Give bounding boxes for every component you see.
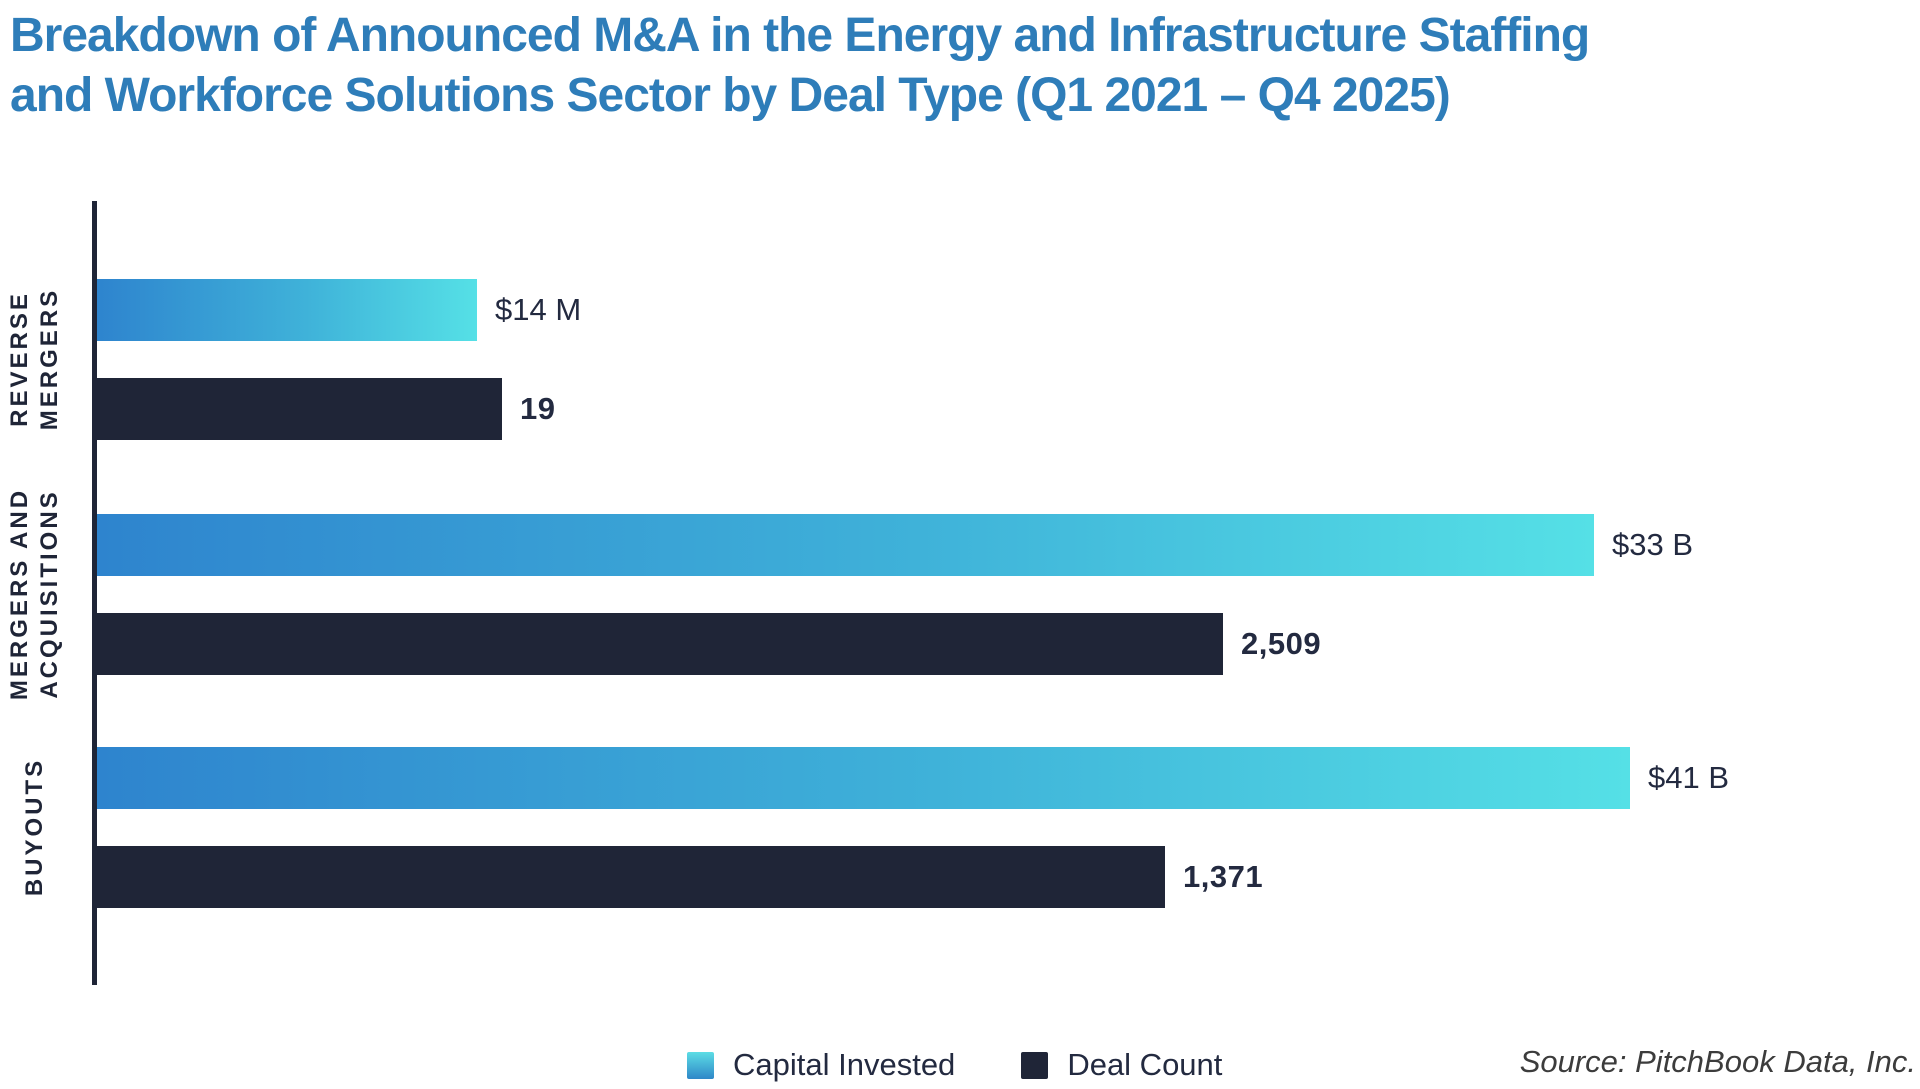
bar-row-reverse-mergers-capital: $14 M bbox=[97, 279, 581, 341]
legend-label-capital-invested: Capital Invested bbox=[733, 1047, 956, 1082]
bar-row-mergers-and-acquisitions-count: 2,509 bbox=[97, 613, 1321, 675]
capital-invested-bar-buyouts bbox=[97, 747, 1630, 809]
capital-value-label-reverse-mergers: $14 M bbox=[495, 292, 582, 327]
deal-count-bar-mergers-and-acquisitions bbox=[97, 613, 1223, 675]
chart-title: Breakdown of Announced M&A in the Energy… bbox=[10, 6, 1890, 126]
legend-item-capital-invested: Capital Invested bbox=[687, 1047, 955, 1083]
bar-row-buyouts-count: 1,371 bbox=[97, 846, 1263, 908]
category-label-buyouts: BUYOUTS bbox=[20, 657, 50, 997]
legend-item-deal-count: Deal Count bbox=[1021, 1047, 1222, 1083]
legend-swatch-deal-count-icon bbox=[1021, 1051, 1049, 1079]
bar-row-mergers-and-acquisitions-capital: $33 B bbox=[97, 514, 1693, 576]
chart-title-line2: and Workforce Solutions Sector by Deal T… bbox=[10, 69, 1451, 122]
deal-count-bar-buyouts bbox=[97, 846, 1165, 908]
deal-count-value-label-mergers-and-acquisitions: 2,509 bbox=[1241, 626, 1322, 661]
chart-title-line1: Breakdown of Announced M&A in the Energy… bbox=[10, 9, 1590, 62]
capital-invested-bar-reverse-mergers bbox=[97, 279, 477, 341]
source-credit: Source: PitchBook Data, Inc. bbox=[1519, 1044, 1916, 1079]
capital-value-label-buyouts: $41 B bbox=[1648, 760, 1730, 795]
category-label-line: BUYOUTS bbox=[21, 757, 48, 897]
bar-row-buyouts-capital: $41 B bbox=[97, 747, 1729, 809]
legend-swatch-capital-invested-icon bbox=[687, 1051, 714, 1079]
capital-value-label-mergers-and-acquisitions: $33 B bbox=[1612, 527, 1694, 562]
legend-label-deal-count: Deal Count bbox=[1067, 1047, 1223, 1082]
deal-count-value-label-buyouts: 1,371 bbox=[1183, 859, 1264, 894]
capital-invested-bar-mergers-and-acquisitions bbox=[97, 514, 1594, 576]
deal-count-value-label-reverse-mergers: 19 bbox=[520, 391, 556, 426]
deal-count-bar-reverse-mergers bbox=[97, 378, 502, 440]
bar-row-reverse-mergers-count: 19 bbox=[97, 378, 555, 440]
y-axis-line bbox=[92, 201, 97, 985]
legend: Capital Invested Deal Count bbox=[687, 1047, 1222, 1083]
